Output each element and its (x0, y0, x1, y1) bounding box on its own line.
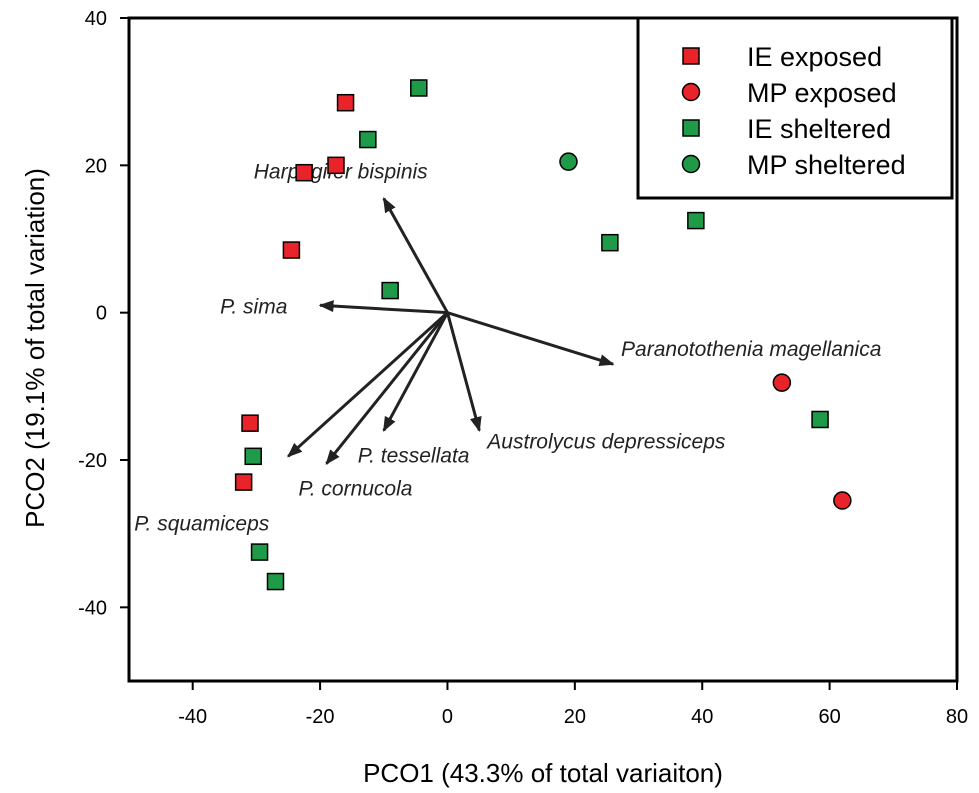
data-point (241, 414, 259, 432)
y-tick-label: -20 (78, 450, 107, 472)
y-tick-label: 20 (85, 155, 107, 177)
data-point (327, 156, 345, 175)
data-point (601, 233, 619, 252)
legend-marker (682, 119, 700, 137)
x-tick-label: -20 (306, 706, 335, 728)
vector-arrow (382, 197, 449, 314)
vector-label: P. sima (220, 295, 287, 318)
legend-marker (681, 82, 701, 102)
legend-marker (681, 154, 701, 174)
x-tick-label: 40 (691, 706, 713, 728)
data-point (772, 373, 792, 392)
plot-frame (127, 16, 959, 683)
legend: IE exposed MP exposed IE sheltered MP shelt… (636, 16, 954, 200)
vector-arrow (287, 311, 449, 458)
data-point (381, 281, 399, 300)
y-tick-label: 40 (85, 8, 107, 30)
vector-arrow (446, 312, 482, 432)
data-point (811, 410, 829, 429)
data-point (250, 543, 269, 561)
data-point-layer (234, 79, 852, 591)
vector-arrow (325, 311, 449, 465)
vector-label: P. squamiceps (134, 512, 270, 535)
vector-arrow (318, 300, 448, 315)
y-tick-label: 0 (96, 303, 107, 325)
legend-label: IE exposed (747, 42, 882, 72)
data-point (234, 473, 253, 491)
vector-layer (287, 197, 615, 465)
vector-label: P. cornucola (298, 478, 412, 501)
y-tick-label: -40 (78, 597, 107, 619)
x-axis-title: PCO1 (43.3% of total variaiton) (363, 758, 723, 788)
legend-label: MP exposed (747, 78, 897, 108)
y-axis: -40 -20 0 20 40 (78, 8, 129, 619)
legend-label: IE sheltered (747, 114, 891, 144)
data-point (295, 163, 313, 182)
data-point (266, 572, 285, 591)
data-point (244, 447, 262, 466)
x-tick-label: 20 (564, 706, 586, 728)
x-axis: -40 -20 0 20 40 60 80 (178, 681, 968, 728)
vector-label: Paranotothenia magellanica (621, 338, 881, 361)
vector-arrow (382, 311, 449, 432)
y-axis-title: PCO2 (19.1% of total variation) (20, 168, 50, 528)
vector-label: Austrolycus depressiceps (485, 431, 726, 454)
data-point (359, 130, 377, 149)
data-point (336, 93, 355, 112)
data-point (282, 241, 301, 259)
x-tick-label: -40 (178, 706, 207, 728)
x-tick-label: 80 (946, 706, 968, 728)
legend-marker (682, 47, 700, 65)
data-point (833, 491, 852, 510)
x-tick-label: 60 (818, 706, 840, 728)
data-point (559, 152, 578, 171)
vector-arrow (447, 311, 615, 366)
legend-label: MP sheltered (747, 150, 906, 180)
data-point (410, 79, 428, 97)
x-tick-label: 0 (442, 706, 453, 728)
vector-label: P. tessellata (358, 445, 470, 468)
data-point (687, 211, 705, 230)
